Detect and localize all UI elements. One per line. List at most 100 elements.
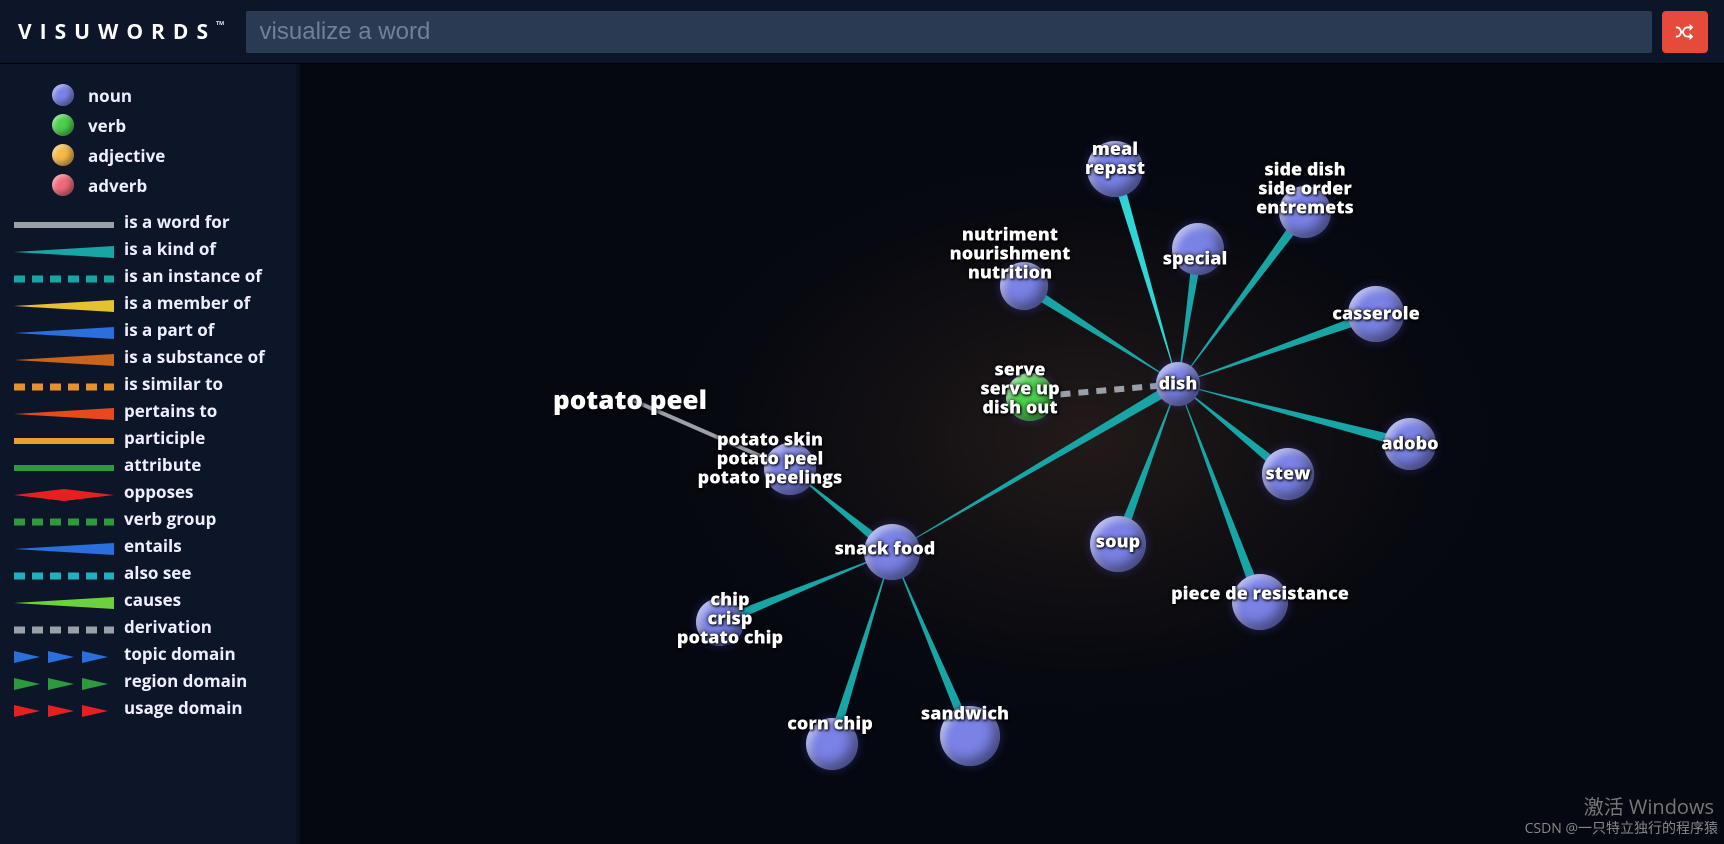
pos-label: verb [88, 114, 126, 137]
graph-node-label: casserole [1332, 305, 1420, 324]
pos-legend: noun verb adjective adverb [14, 80, 296, 200]
rel-label: derivation [124, 615, 212, 638]
rel-label: is a member of [124, 291, 250, 314]
pos-dot [52, 114, 74, 136]
rel-label: is a kind of [124, 237, 216, 260]
rel-label: is a word for [124, 210, 230, 233]
rel-label: attribute [124, 453, 201, 476]
rel-swatch [14, 458, 114, 472]
rel-label: is a substance of [124, 345, 265, 368]
shuffle-icon [1674, 21, 1696, 43]
csdn-watermark: CSDN @一只特立独行的程序猿 [1525, 818, 1718, 838]
rel-legend-row: is similar to [14, 370, 296, 397]
pos-legend-row: noun [14, 80, 296, 110]
rel-legend-row: is an instance of [14, 262, 296, 289]
graph-node-label: piece de resistance [1171, 585, 1349, 604]
rel-legend-row: topic domain [14, 640, 296, 667]
rel-swatch [14, 350, 114, 364]
logo-tm: ™ [216, 18, 226, 33]
rel-label: usage domain [124, 696, 243, 719]
pos-legend-row: adjective [14, 140, 296, 170]
rel-swatch [14, 566, 114, 580]
rel-legend-row: is a word for [14, 208, 296, 235]
root-label: potato peel [553, 381, 707, 417]
rel-legend-row: attribute [14, 451, 296, 478]
rel-legend-row: is a kind of [14, 235, 296, 262]
rel-label: is an instance of [124, 264, 262, 287]
graph-node-label: potato skin potato peel potato peelings [698, 431, 843, 488]
graph-node-label: nutriment nourishment nutrition [950, 226, 1071, 283]
rel-legend-row: is a member of [14, 289, 296, 316]
graph-node-label: chip crisp potato chip [677, 591, 783, 648]
rel-swatch [14, 539, 114, 553]
graph-node-label: stew [1265, 465, 1310, 484]
legend-sidebar: nounverbadjectiveadverb is a word foris … [0, 64, 300, 844]
rel-swatch [14, 377, 114, 391]
rel-legend-row: usage domain [14, 694, 296, 721]
rel-label: causes [124, 588, 181, 611]
pos-legend-row: adverb [14, 170, 296, 200]
graph-edges [300, 64, 1724, 844]
pos-legend-row: verb [14, 110, 296, 140]
rel-label: is a part of [124, 318, 214, 341]
rel-legend-row: verb group [14, 505, 296, 532]
graph-node-label: meal repast [1085, 140, 1145, 178]
pos-label: adjective [88, 144, 165, 167]
rel-legend-row: is a substance of [14, 343, 296, 370]
rel-swatch [14, 296, 114, 310]
rel-swatch [14, 620, 114, 634]
graph-canvas[interactable]: potato peel potato skin potato peel pota… [300, 64, 1724, 844]
rel-swatch [14, 674, 114, 688]
rel-label: is similar to [124, 372, 223, 395]
search-wrap [246, 11, 1708, 53]
pos-dot [52, 144, 74, 166]
rel-swatch [14, 404, 114, 418]
rel-swatch [14, 701, 114, 715]
rel-label: entails [124, 534, 182, 557]
rel-legend-row: causes [14, 586, 296, 613]
top-bar: VISUWORDS™ [0, 0, 1724, 64]
graph-node-label: dish [1159, 375, 1198, 394]
rel-legend-row: participle [14, 424, 296, 451]
rel-label: opposes [124, 480, 194, 503]
graph-node-label: snack food [835, 540, 936, 559]
rel-swatch [14, 242, 114, 256]
rel-legend-row: also see [14, 559, 296, 586]
shuffle-button[interactable] [1662, 11, 1708, 53]
rel-label: also see [124, 561, 191, 584]
rel-legend-row: is a part of [14, 316, 296, 343]
graph-node-label: sandwich [921, 705, 1009, 724]
rel-swatch [14, 323, 114, 337]
pos-dot [52, 84, 74, 106]
rel-legend-row: derivation [14, 613, 296, 640]
graph-node-label: corn chip [787, 715, 873, 734]
activate-windows-text: 激活 Windows [1584, 791, 1714, 820]
rel-label: topic domain [124, 642, 236, 665]
graph-node-label: special [1163, 250, 1228, 269]
logo-text: VISUWORDS [18, 18, 216, 46]
search-input[interactable] [246, 11, 1652, 53]
rel-legend-row: pertains to [14, 397, 296, 424]
rel-label: verb group [124, 507, 216, 530]
rel-legend: is a word for is a kind of is an instance … [14, 208, 296, 721]
graph-node-label: adobo [1381, 435, 1438, 454]
rel-swatch [14, 647, 114, 661]
pos-dot [52, 174, 74, 196]
rel-legend-row: opposes [14, 478, 296, 505]
logo[interactable]: VISUWORDS™ [18, 18, 226, 46]
pos-label: noun [88, 84, 132, 107]
main: nounverbadjectiveadverb is a word foris … [0, 64, 1724, 844]
rel-swatch [14, 431, 114, 445]
graph-node-label: serve serve up dish out [980, 361, 1059, 418]
rel-swatch [14, 593, 114, 607]
rel-label: participle [124, 426, 205, 449]
rel-legend-row: entails [14, 532, 296, 559]
rel-label: region domain [124, 669, 247, 692]
rel-swatch [14, 215, 114, 229]
graph-node-label: soup [1096, 533, 1140, 552]
graph-node-label: side dish side order entremets [1256, 161, 1354, 218]
rel-label: pertains to [124, 399, 217, 422]
pos-label: adverb [88, 174, 147, 197]
rel-swatch [14, 269, 114, 283]
rel-legend-row: region domain [14, 667, 296, 694]
